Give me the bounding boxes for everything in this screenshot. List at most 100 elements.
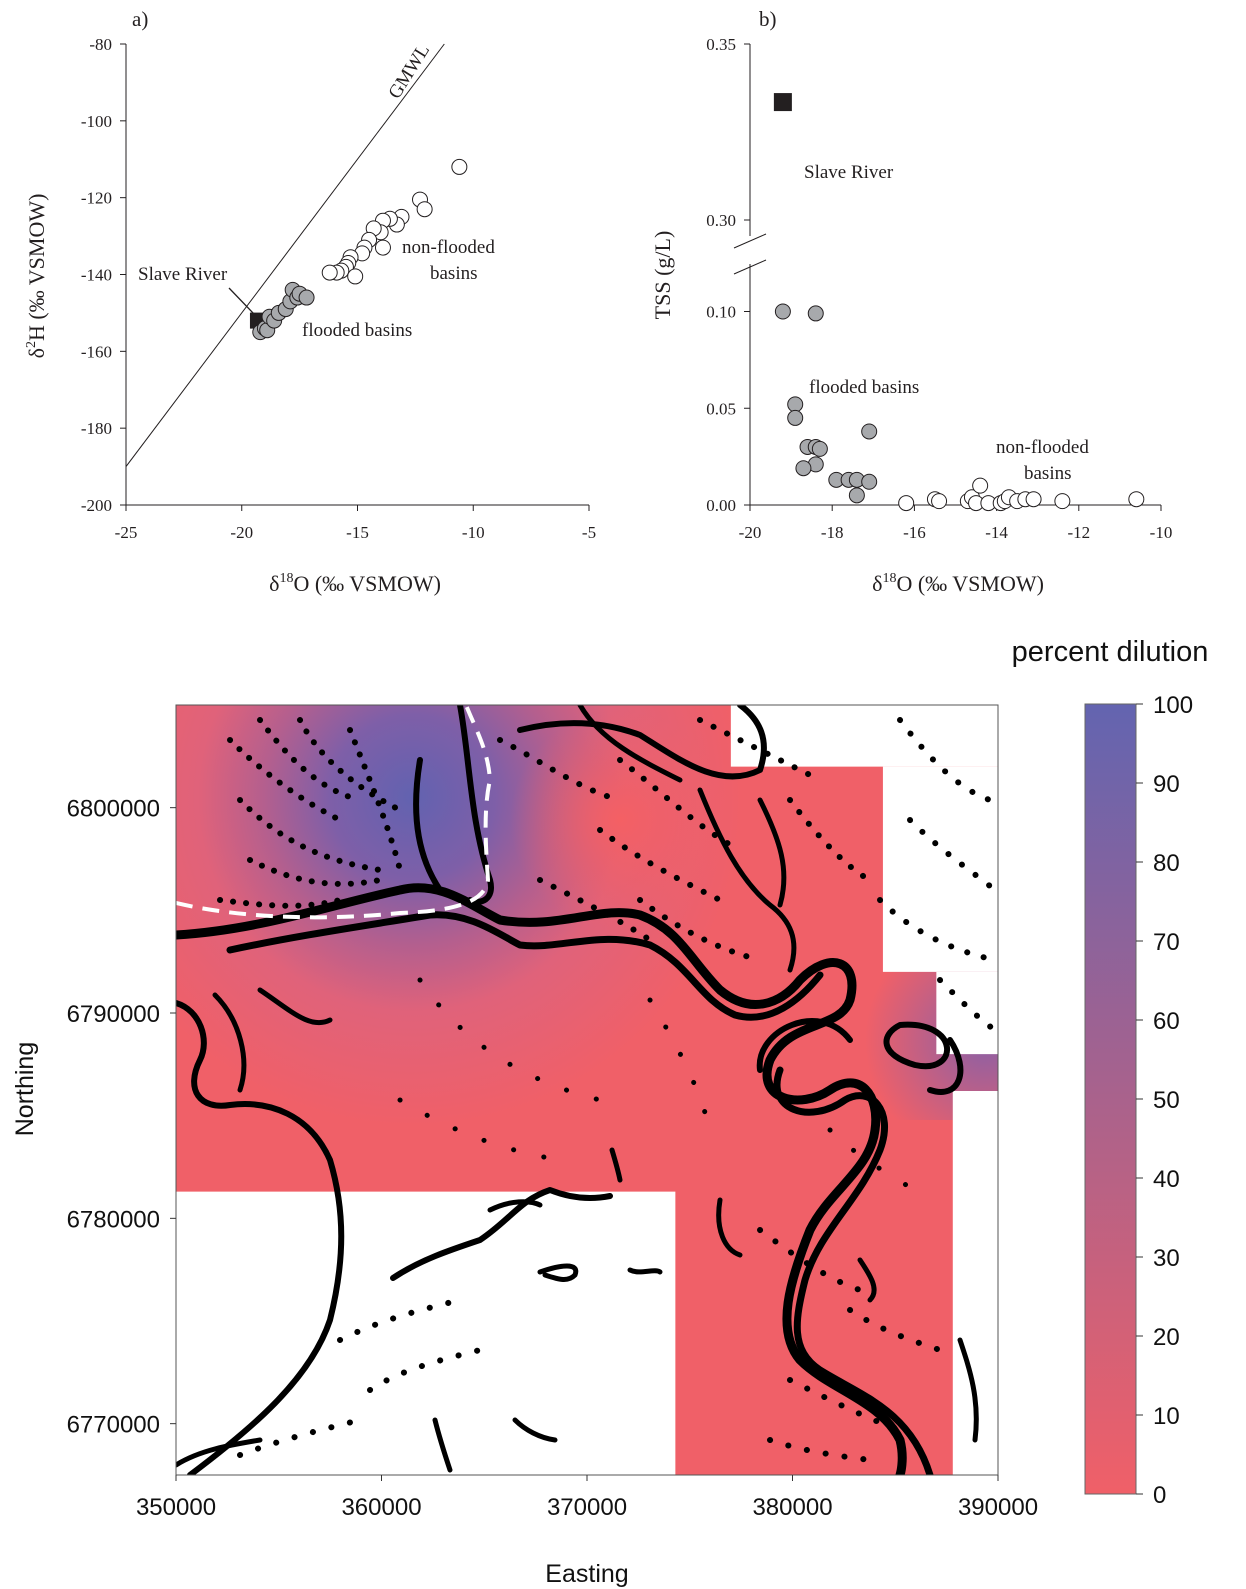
dots-cluster-east: [877, 717, 998, 1033]
panel-a-y-tick-label: -160: [81, 342, 112, 361]
panel-b-axis-break-bottom: [733, 259, 767, 275]
panel-a-y-tick-label: -180: [81, 419, 112, 438]
non-flooded-basin-point: [1054, 493, 1071, 510]
non-flooded-basin-point: [931, 493, 948, 510]
gmwl-line: [125, 43, 445, 467]
no-data-region: [730, 705, 998, 767]
flooded-basin-point: [861, 473, 878, 490]
map-y-label: Northing: [11, 1042, 39, 1137]
no-data-region: [882, 766, 998, 972]
non-flooded-basin-point: [898, 495, 915, 512]
panel-b-x-tick-label: -10: [1150, 523, 1173, 542]
southern-ponds: [487, 1199, 663, 1282]
flooded-basin-point: [807, 305, 824, 322]
map-y-tick-label: 6780000: [67, 1206, 160, 1233]
panel-b-x-tick-label: -20: [739, 523, 762, 542]
colorbar-tick-label: 70: [1153, 929, 1180, 956]
river-channel-bank: [226, 911, 934, 1475]
colorbar-tick-label: 100: [1153, 692, 1193, 719]
flooded-basin-point: [848, 487, 865, 504]
flood-boundary-line: [176, 705, 493, 920]
dilution-map: 350000 360000 370000 380000 390000 6800000 67…: [11, 704, 1038, 1588]
map-y-tick-label: 6800000: [67, 796, 160, 823]
colorbar-tick-label: 60: [1153, 1008, 1180, 1035]
panel-a-y-label: δ2H (‰ VSMOW): [24, 194, 49, 359]
slave-river-marker: [773, 93, 792, 112]
map-x-tick-label: 350000: [136, 1494, 216, 1521]
dots-cluster-south: [237, 1227, 943, 1463]
colorbar-tick-label: 40: [1153, 1166, 1180, 1193]
colorbar-tick-label: 20: [1153, 1324, 1180, 1351]
flooded-basin-point: [787, 396, 804, 413]
no-data-region: [952, 1091, 998, 1475]
non-flooded-basin-point: [347, 268, 364, 285]
non-flooded-basin-point: [1128, 491, 1145, 508]
dots-cluster-west: [217, 717, 403, 909]
panel-a-y-tick-label: -80: [89, 35, 112, 54]
map-y-ticks: 6800000 6790000 6780000 6770000: [67, 796, 176, 1439]
northern-channel-2: [577, 705, 797, 973]
northern-channel: [413, 705, 767, 905]
flooded-basin-point: [795, 460, 812, 477]
panel-b-y-tick-label: 0.30: [706, 211, 736, 230]
map-x-tick-label: 380000: [752, 1494, 832, 1521]
panel-a-x-tick-label: -10: [462, 523, 485, 542]
panel-b: b) 0.000.050.100.300.35 -20 -18 -16 -14 -12-…: [650, 7, 1172, 596]
map-x-tick-label: 370000: [547, 1494, 627, 1521]
panel-a-y-tick-label: -120: [81, 189, 112, 208]
panel-a-label: a): [132, 7, 148, 31]
western-shoreline: [176, 1000, 345, 1475]
non-flooded-basin-point: [416, 201, 433, 218]
panel-a-x-tick-label: -25: [115, 523, 138, 542]
panel-b-y-tick-label: 0.35: [706, 35, 736, 54]
no-data-region: [176, 1191, 676, 1475]
panel-a-slave-river-pointer: [228, 287, 256, 316]
panel-a-flooded-label: flooded basins: [302, 320, 412, 341]
eastern-ponds: [716, 1197, 979, 1443]
flooded-basin-point: [861, 423, 878, 440]
flooded-basin-point: [774, 303, 791, 320]
colorbar-tick-label: 80: [1153, 850, 1180, 877]
panel-b-x-tick-label: -12: [1067, 523, 1090, 542]
non-flooded-basin-point: [1025, 491, 1042, 508]
panel-a-y-tick-label: -200: [81, 496, 112, 515]
colorbar-tick-label: 10: [1153, 1403, 1180, 1430]
panel-a-y-tick-label: -140: [81, 266, 112, 285]
panel-a-slave-river-label: Slave River: [138, 264, 228, 285]
panel-b-y-ticks: 0.00 0.05 0.10 0.30 0.35: [706, 35, 750, 515]
panel-b-x-ticks: -20 -18 -16 -14 -12 -10: [739, 505, 1173, 542]
southern-shore: [390, 1187, 613, 1281]
panel-a-non-flooded-label-2: basins: [430, 263, 478, 284]
panel-b-x-tick-label: -14: [985, 523, 1008, 542]
panel-a-x-tick-label: -5: [582, 523, 596, 542]
panel-b-y-tick-label: 0.00: [706, 496, 736, 515]
colorbar-tick-label: 30: [1153, 1245, 1180, 1272]
panel-a: a) -80 -100 -120 -140 -160 -180 -200 -25 -20 -15…: [24, 7, 596, 596]
panel-b-x-tick-label: -16: [903, 523, 926, 542]
flooded-basin-point: [787, 409, 804, 426]
flooded-basin-point: [811, 440, 828, 457]
colorbar-tick-label: 0: [1153, 1482, 1166, 1509]
hydrography: [176, 705, 998, 1475]
panel-b-y-label: TSS (g/L): [650, 231, 675, 320]
panel-b-axis-break-top: [733, 233, 767, 249]
non-flooded-basin-point: [451, 158, 468, 175]
dots-cluster-north: [497, 717, 873, 963]
southern-streams: [432, 1147, 623, 1473]
panel-b-y-tick-label: 0.10: [706, 303, 736, 322]
map-x-label: Easting: [545, 1560, 628, 1588]
map-x-ticks: 350000 360000 370000 380000 390000: [136, 1475, 1038, 1521]
panel-b-non-flooded-label-1: non-flooded: [996, 437, 1089, 458]
non-flooded-basin-point: [972, 477, 989, 494]
panel-b-x-label: δ18O (‰ VSMOW): [872, 571, 1044, 596]
colorbar-gradient: [1084, 703, 1137, 1495]
colorbar-title: percent dilution: [1012, 636, 1209, 668]
main-river-channel: [176, 883, 907, 1475]
river-channel-meander: [756, 1018, 964, 1095]
non-flooded-basin-point: [321, 264, 338, 281]
panel-b-x-tick-label: -18: [821, 523, 844, 542]
panel-b-slave-river-label: Slave River: [804, 162, 894, 183]
